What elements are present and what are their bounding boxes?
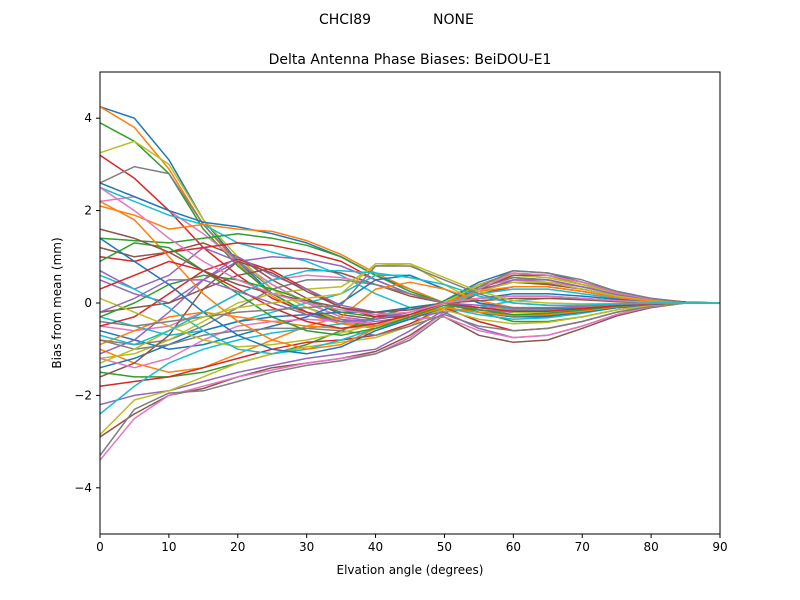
- series-lines: [99, 105, 721, 461]
- chart-title: Delta Antenna Phase Biases: BeiDOU-E1: [269, 52, 552, 68]
- x-tick-label: 90: [712, 540, 727, 554]
- series-line: [99, 228, 720, 313]
- x-axis-ticks: 0 10 20 30 40 50 60 70 80 90: [96, 534, 728, 554]
- x-tick-label: 0: [96, 540, 104, 554]
- y-axis-ticks: −4 −2 0 2 4: [74, 111, 100, 495]
- y-tick-label: 0: [84, 296, 92, 310]
- suptitle-radome: NONE: [433, 12, 474, 28]
- x-tick-label: 80: [643, 540, 658, 554]
- y-axis-label: Bias from mean (mm): [50, 237, 64, 368]
- x-tick-label: 70: [575, 540, 590, 554]
- x-tick-label: 50: [437, 540, 452, 554]
- series-line: [99, 279, 720, 406]
- y-tick-label: −2: [74, 388, 92, 402]
- suptitle-station: CHCI89: [319, 12, 371, 28]
- series-line: [99, 186, 720, 316]
- y-tick-label: 2: [84, 204, 92, 218]
- x-tick-label: 20: [230, 540, 245, 554]
- series-line: [99, 302, 720, 350]
- x-tick-label: 10: [161, 540, 176, 554]
- series-line: [99, 269, 720, 456]
- y-tick-label: 4: [84, 111, 92, 125]
- x-tick-label: 30: [299, 540, 314, 554]
- x-tick-label: 60: [506, 540, 521, 554]
- series-line: [99, 272, 720, 461]
- series-line: [99, 269, 720, 346]
- x-axis-label: Elvation angle (degrees): [337, 563, 484, 577]
- y-tick-label: −4: [74, 481, 92, 495]
- x-tick-label: 40: [368, 540, 383, 554]
